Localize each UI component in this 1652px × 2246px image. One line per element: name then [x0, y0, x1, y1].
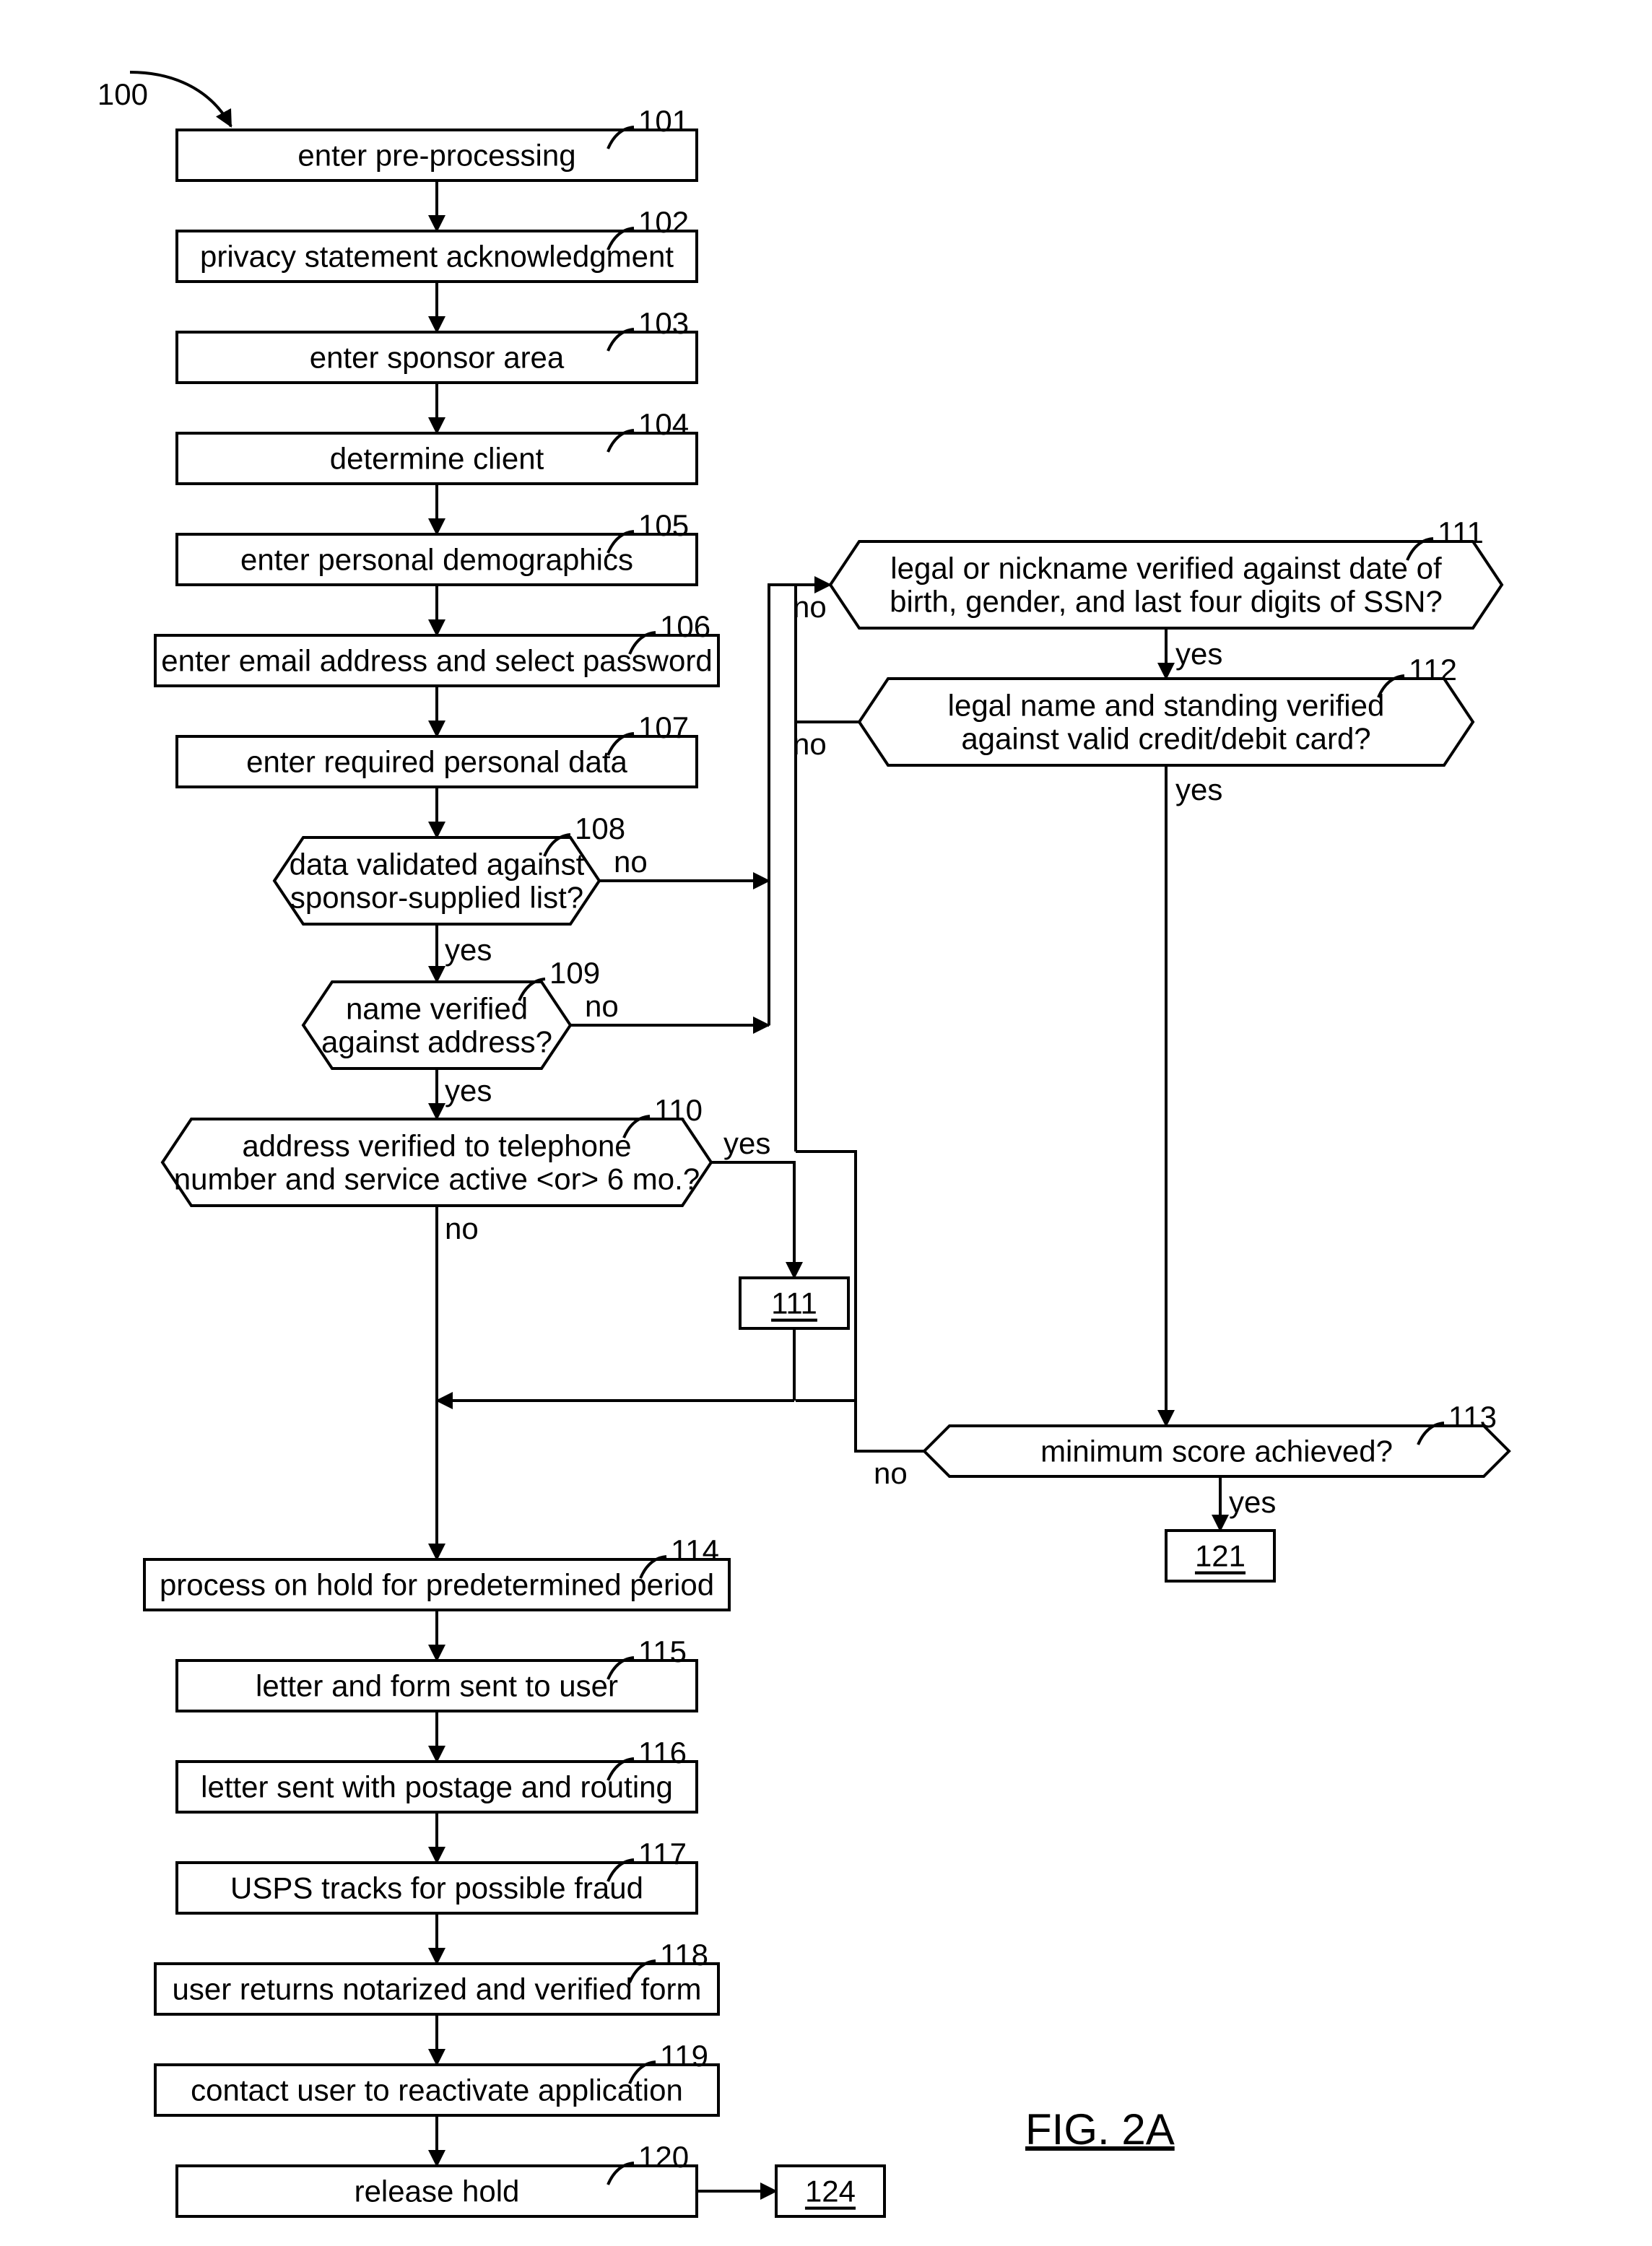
ref-n113-num: 113 — [1448, 1400, 1497, 1434]
process-n119-label: contact user to reactivate application — [191, 2073, 683, 2107]
process-n106: enter email address and select password — [155, 635, 718, 686]
process-n115: letter and form sent to user — [177, 1660, 697, 1711]
edge-n113-c121-label: yes — [1229, 1485, 1276, 1519]
process-n101-label: enter pre-processing — [297, 139, 575, 173]
decision-n108-line1: sponsor-supplied list? — [290, 881, 583, 915]
process-n118: user returns notarized and verified form — [155, 1964, 718, 2014]
process-n117: USPS tracks for possible fraud — [177, 1863, 697, 1913]
decision-n111: legal or nickname verified against date … — [830, 541, 1502, 628]
decision-n111-line1: birth, gender, and last four digits of S… — [890, 585, 1443, 619]
decision-n113: minimum score achieved? — [924, 1426, 1509, 1476]
process-n103-label: enter sponsor area — [310, 341, 565, 375]
ref-n116-num: 116 — [638, 1736, 687, 1770]
edge-n109-bus-label: no — [585, 989, 619, 1023]
connector-c124-label: 124 — [805, 2175, 856, 2208]
connector-c121: 121 — [1166, 1531, 1274, 1581]
edge-n110-n114-label: no — [445, 1211, 479, 1245]
connector-c121-label: 121 — [1195, 1539, 1245, 1573]
ref-n107-num: 107 — [638, 710, 689, 744]
connector-c111-label: 111 — [771, 1287, 817, 1320]
decision-n111-line0: legal or nickname verified against date … — [890, 552, 1442, 586]
decision-n108: data validated againstsponsor-supplied l… — [274, 837, 599, 924]
figure-label: FIG. 2A — [1025, 2105, 1175, 2154]
connector-c111: 111 — [740, 1278, 848, 1328]
decision-n113-line0: minimum score achieved? — [1040, 1435, 1393, 1468]
edge-n109-n110-label: yes — [445, 1074, 492, 1107]
ref-n109-num: 109 — [549, 956, 600, 990]
process-n120: release hold — [177, 2166, 697, 2216]
process-n114-label: process on hold for predetermined period — [160, 1568, 714, 1602]
edge-n111-n112-label: yes — [1175, 637, 1222, 671]
decision-n110-line0: address verified to telephone — [242, 1129, 631, 1163]
edge-busL-join — [796, 1152, 856, 1401]
edge-n110-c111-label: yes — [723, 1126, 770, 1160]
process-n119: contact user to reactivate application — [155, 2065, 718, 2115]
ref-n112-num: 112 — [1409, 653, 1457, 687]
ref-n120-num: 120 — [638, 2140, 689, 2174]
process-n101: enter pre-processing — [177, 130, 697, 180]
edge-n108-bus-label: no — [614, 845, 648, 879]
decision-n108-line0: data validated against — [290, 848, 585, 882]
process-n102-label: privacy statement acknowledgment — [200, 240, 674, 274]
process-n107: enter required personal data — [177, 736, 697, 787]
process-n102: privacy statement acknowledgment — [177, 231, 697, 282]
edge-bus-n111 — [769, 585, 830, 1025]
edge-n110-c111 — [711, 1162, 794, 1278]
decision-n110: address verified to telephonenumber and … — [162, 1119, 711, 1206]
edge-n112-n113-label: yes — [1175, 772, 1222, 806]
process-n105: enter personal demographics — [177, 534, 697, 585]
edge-n108-n109-label: yes — [445, 933, 492, 967]
process-n107-label: enter required personal data — [246, 745, 627, 779]
decision-n109-line1: against address? — [321, 1025, 552, 1059]
ref-n104-num: 104 — [638, 407, 689, 441]
process-n118-label: user returns notarized and verified form — [172, 1972, 701, 2006]
decision-n112-line0: legal name and standing verified — [948, 689, 1385, 723]
flowchart-canvas: enter pre-processing privacy statement ac… — [0, 0, 1652, 2246]
process-n106-label: enter email address and select password — [161, 644, 712, 678]
decision-n110-line1: number and service active <or> 6 mo.? — [174, 1162, 700, 1196]
decision-n109-line0: name verified — [346, 992, 528, 1026]
ref-n108-num: 108 — [575, 811, 625, 845]
process-n117-label: USPS tracks for possible fraud — [230, 1871, 643, 1905]
ref-n115-num: 115 — [638, 1635, 687, 1668]
ref-n111-num: 111 — [1438, 515, 1484, 549]
ref-n103-num: 103 — [638, 306, 689, 340]
ref-n101-num: 101 — [638, 104, 689, 138]
connector-c124: 124 — [776, 2166, 884, 2216]
decision-n112-line1: against valid credit/debit card? — [961, 722, 1370, 756]
edge-n113-left — [856, 1401, 924, 1451]
ref-n105-num: 105 — [638, 508, 689, 542]
ref-n106-num: 106 — [660, 609, 710, 643]
edge-n112-busL-label: no — [793, 727, 827, 761]
ref-n117-num: 117 — [638, 1837, 687, 1871]
process-n115-label: letter and form sent to user — [256, 1669, 618, 1703]
start-ref: 100 — [97, 77, 148, 111]
ref-n110-num: 110 — [654, 1093, 703, 1127]
ref-n114-num: 114 — [671, 1533, 719, 1567]
ref-n102-num: 102 — [638, 205, 689, 239]
process-n105-label: enter personal demographics — [240, 543, 633, 577]
ref-n118-num: 118 — [660, 1938, 708, 1972]
ref-n119-num: 119 — [660, 2039, 708, 2073]
edge-n111-busL-label: no — [793, 590, 827, 624]
decision-n109: name verifiedagainst address? — [303, 982, 570, 1068]
process-n116-label: letter sent with postage and routing — [201, 1770, 673, 1804]
process-n104: determine client — [177, 433, 697, 484]
process-n114: process on hold for predetermined period — [144, 1559, 729, 1610]
edge-n113-left-label: no — [874, 1456, 908, 1490]
process-n104-label: determine client — [330, 442, 544, 476]
process-n120-label: release hold — [355, 2175, 520, 2208]
process-n103: enter sponsor area — [177, 332, 697, 383]
process-n116: letter sent with postage and routing — [177, 1762, 697, 1812]
